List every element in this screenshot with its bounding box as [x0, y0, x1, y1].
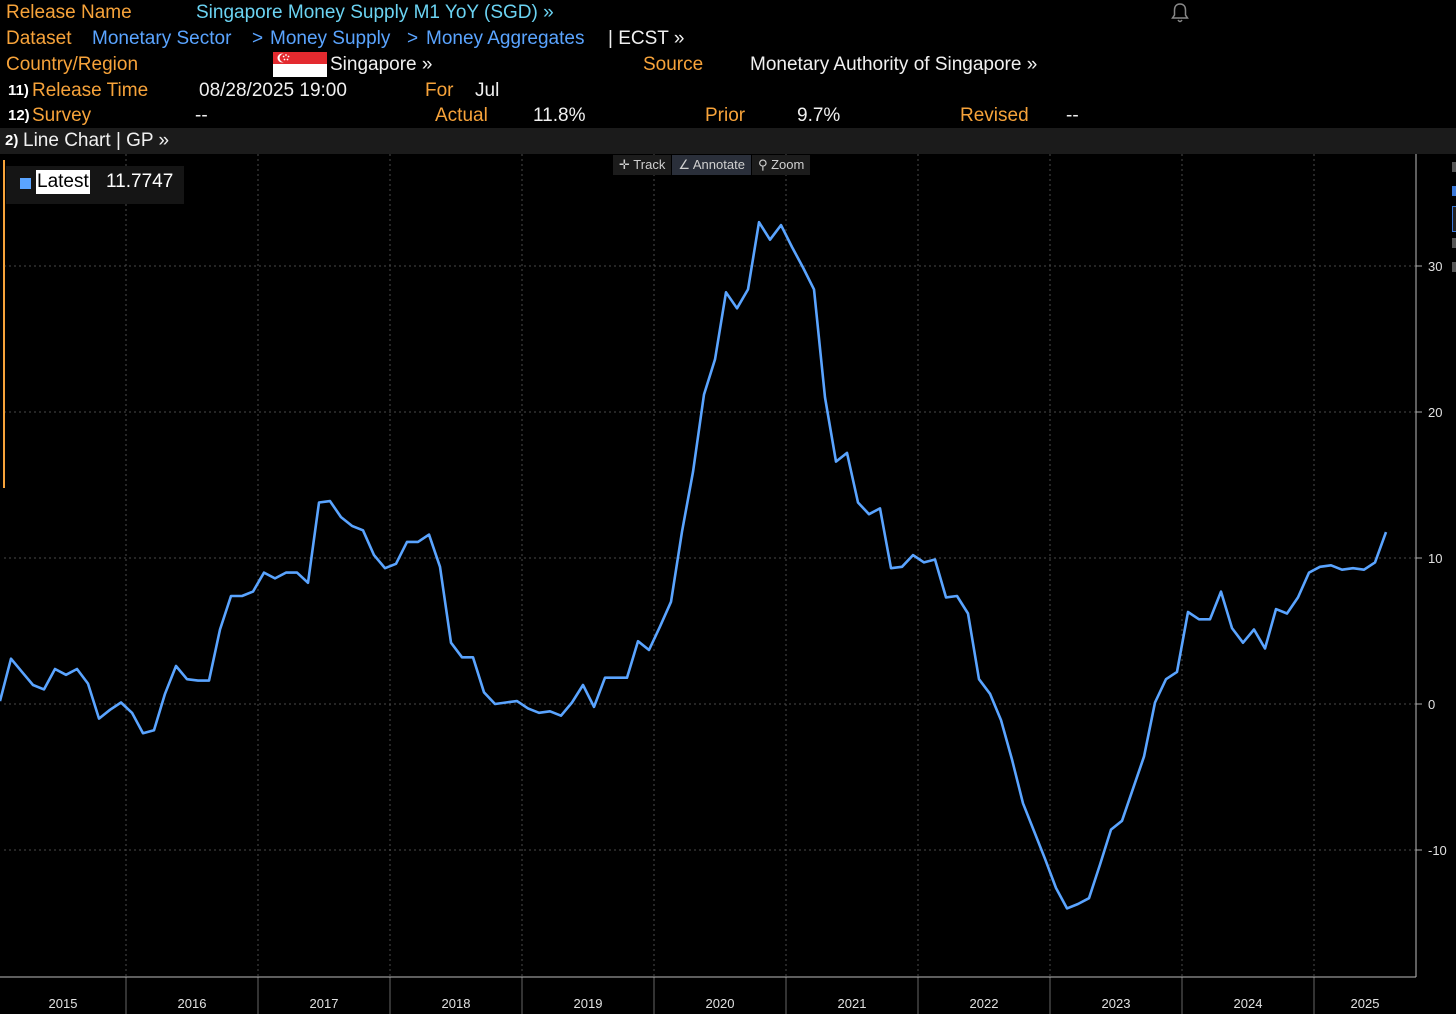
bell-icon[interactable] [1170, 2, 1190, 29]
left-edge-marker [3, 160, 5, 488]
header-row-country: Country/Region Singapore » Source Moneta… [0, 52, 1456, 77]
zoom-button[interactable]: ⚲ Zoom [751, 155, 811, 175]
survey-number: 12) [8, 107, 30, 124]
release-time-number: 11) [8, 82, 29, 99]
dataset-label: Dataset [6, 28, 72, 49]
header-row-survey: 12) Survey -- Actual 11.8% Prior 9.7% Re… [0, 103, 1456, 128]
release-time-value: 08/28/2025 19:00 [199, 80, 347, 101]
prior-label: Prior [705, 105, 746, 126]
zoom-label: Zoom [771, 157, 805, 172]
actual-label: Actual [435, 105, 488, 126]
side-marker[interactable] [1452, 186, 1456, 196]
chart-toolbar: 2) Line Chart | GP » [0, 128, 1456, 154]
legend-swatch [20, 178, 31, 189]
track-label: Track [633, 157, 666, 172]
x-tick-label: 2022 [970, 996, 999, 1011]
x-tick-label: 2021 [838, 996, 867, 1011]
source-label: Source [643, 54, 704, 75]
dataset-ecst-link[interactable]: | ECST » [608, 28, 685, 49]
actual-value: 11.8% [533, 105, 586, 126]
x-tick-label: 2023 [1102, 996, 1131, 1011]
x-tick-label: 2018 [442, 996, 471, 1011]
x-tick-label: 2015 [49, 996, 78, 1011]
x-tick-label: 2017 [310, 996, 339, 1011]
for-label: For [425, 80, 454, 101]
x-tick-label: 2016 [178, 996, 207, 1011]
revised-label: Revised [960, 105, 1029, 126]
chart-type-menu[interactable]: Line Chart | GP » [23, 130, 170, 151]
source-link[interactable]: Monetary Authority of Singapore » [750, 54, 1038, 75]
side-marker[interactable] [1452, 162, 1456, 172]
header-row-dataset: Dataset Monetary Sector > Money Supply >… [0, 26, 1456, 51]
legend-label: Latest [36, 170, 90, 194]
singapore-flag-icon [273, 52, 327, 77]
release-time-label[interactable]: Release Time [32, 80, 149, 101]
chart-menu-number: 2) [5, 132, 19, 149]
revised-value: -- [1066, 105, 1079, 126]
dataset-link-money-aggregates[interactable]: Money Aggregates [426, 28, 585, 49]
country-link[interactable]: Singapore » [330, 54, 433, 75]
country-label: Country/Region [6, 54, 139, 75]
crosshair-icon: ✛ [619, 157, 630, 172]
x-tick-label: 2025 [1351, 996, 1380, 1011]
x-tick-label: 2019 [574, 996, 603, 1011]
y-tick-label: 30 [1428, 259, 1442, 274]
release-name-label: Release Name [6, 2, 132, 23]
side-marker[interactable] [1452, 262, 1456, 272]
magnifier-icon: ⚲ [757, 157, 768, 172]
survey-label[interactable]: Survey [32, 105, 92, 126]
side-marker[interactable] [1452, 238, 1456, 248]
release-name-link[interactable]: Singapore Money Supply M1 YoY (SGD) » [196, 2, 554, 23]
x-tick-label: 2024 [1234, 996, 1263, 1011]
y-tick-label: -10 [1428, 843, 1447, 858]
for-value: Jul [475, 80, 500, 101]
breadcrumb-sep: > [407, 28, 419, 49]
series-line-latest[interactable] [0, 220, 1388, 910]
dataset-link-money-supply[interactable]: Money Supply [270, 28, 391, 49]
annotate-label: Annotate [692, 157, 745, 172]
y-tick-label: 10 [1428, 551, 1442, 566]
chart-legend[interactable]: Latest 11.7747 [6, 166, 184, 204]
y-tick-label: 20 [1428, 405, 1442, 420]
chart-tools: ✛ Track ∠ Annotate ⚲ Zoom [613, 155, 811, 175]
annotate-button[interactable]: ∠ Annotate [672, 155, 751, 175]
survey-value: -- [195, 105, 208, 126]
breadcrumb-sep: > [252, 28, 264, 49]
prior-value: 9.7% [797, 105, 841, 126]
x-tick-label: 2020 [706, 996, 735, 1011]
pencil-icon: ∠ [678, 157, 690, 172]
header-row-release-time: 11) Release Time 08/28/2025 19:00 For Ju… [0, 78, 1456, 103]
legend-value: 11.7747 [106, 171, 174, 192]
side-marker[interactable] [1452, 206, 1456, 232]
y-tick-label: 0 [1428, 697, 1435, 712]
track-button[interactable]: ✛ Track [613, 155, 672, 175]
line-chart[interactable]: -10 0 10 20 30 2015 2016 2017 2018 2019 2020 2021 20… [0, 154, 1456, 1014]
dataset-link-monetary-sector[interactable]: Monetary Sector [92, 28, 232, 49]
header-row-release: Release Name Singapore Money Supply M1 Y… [0, 0, 1456, 25]
